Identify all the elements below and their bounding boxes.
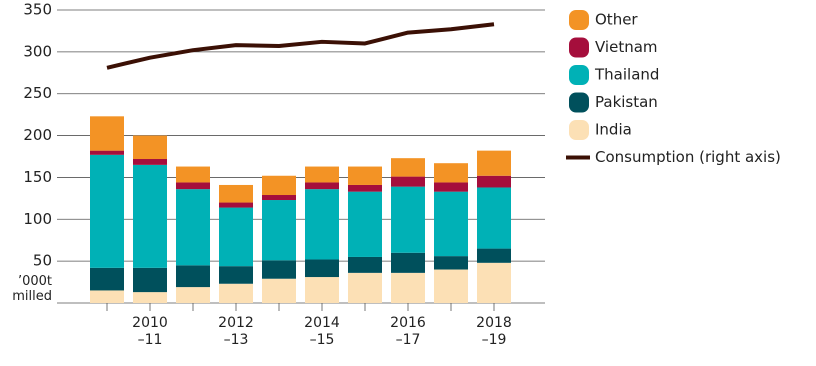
y-axis-label: ’000t milled	[12, 274, 52, 304]
y-tick-label: 200	[23, 126, 52, 144]
bar-segment	[219, 266, 253, 284]
bar-segment	[391, 252, 425, 273]
bar-segment	[133, 292, 167, 303]
x-tick-label: 2012 –13	[218, 315, 254, 348]
bar-segment	[90, 150, 124, 155]
bar-segment	[133, 135, 167, 160]
legend-swatch	[569, 10, 589, 30]
bar-segment	[477, 187, 511, 249]
y-tick-label: 50	[33, 252, 52, 270]
bar-segment	[434, 191, 468, 257]
bar-segment	[133, 267, 167, 293]
bar-segment	[262, 175, 296, 196]
bar-segment	[90, 154, 124, 268]
y-tick-label: 250	[23, 84, 52, 102]
bar-segment	[391, 186, 425, 253]
bar-segment	[434, 182, 468, 192]
bar-segment	[477, 262, 511, 303]
y-tick-label: 350	[23, 1, 52, 19]
bar-segment	[391, 158, 425, 177]
legend-swatch	[569, 65, 589, 85]
y-tick-label: 100	[23, 210, 52, 228]
bar-segment	[477, 248, 511, 263]
bar-segment	[348, 166, 382, 185]
x-tick-label: 2014 –15	[304, 315, 340, 348]
bar-segment	[176, 265, 210, 288]
bar-segment	[391, 272, 425, 303]
bar-segment	[90, 290, 124, 303]
bar-segment	[477, 150, 511, 176]
bar-segment	[305, 189, 339, 260]
bar-segment	[219, 207, 253, 267]
legend-swatch	[569, 92, 589, 113]
bar-segment	[434, 256, 468, 270]
bar-segment	[305, 259, 339, 278]
legend-label: Other	[595, 11, 638, 29]
bar-segment	[262, 195, 296, 201]
legend-label: Pakistan	[595, 93, 658, 111]
x-tick-label: 2016 –17	[390, 315, 426, 348]
bar-segment	[348, 272, 382, 303]
bar-segment	[262, 200, 296, 261]
bar-segment	[219, 202, 253, 208]
bar-segment	[348, 256, 382, 273]
bar-segment	[434, 269, 468, 303]
bar-segment	[133, 159, 167, 165]
bar-segment	[262, 260, 296, 279]
bar-segment	[305, 182, 339, 190]
legend-label: Vietnam	[595, 38, 658, 56]
bar-segment	[176, 166, 210, 183]
bar-segment	[176, 287, 210, 303]
y-tick-label: 300	[23, 42, 52, 60]
bar-segment	[176, 182, 210, 190]
bar-segment	[262, 278, 296, 303]
bar-segment	[477, 175, 511, 188]
bar-segment	[348, 184, 382, 192]
y-tick-label: 150	[23, 168, 52, 186]
bar-segment	[219, 184, 253, 203]
legend-swatch	[569, 120, 589, 140]
bar-segment	[434, 163, 468, 183]
bar-segment	[176, 189, 210, 266]
bar-segment	[219, 283, 253, 303]
x-tick-label: 2010 –11	[132, 315, 168, 348]
legend-label: India	[595, 121, 632, 139]
legend-label: Thailand	[594, 66, 659, 84]
bar-segment	[90, 116, 124, 151]
consumption-line	[106, 22, 495, 70]
bar-segment	[391, 176, 425, 187]
bar-segment	[90, 267, 124, 291]
legend-swatch	[569, 37, 589, 58]
legend-label: Consumption (right axis)	[595, 148, 781, 166]
bar-segment	[133, 164, 167, 268]
x-tick-label: 2018 –19	[476, 315, 512, 348]
bar-segment	[305, 277, 339, 303]
bar-segment	[305, 166, 339, 183]
bar-segment	[348, 191, 382, 257]
